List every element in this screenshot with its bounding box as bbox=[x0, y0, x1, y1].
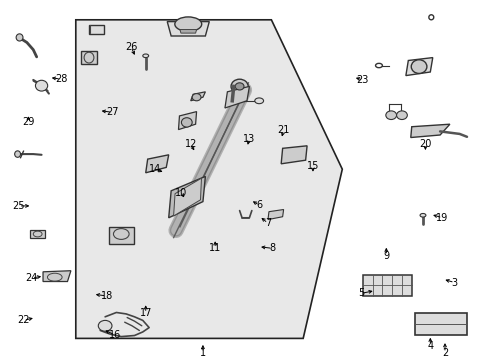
Text: 9: 9 bbox=[383, 251, 388, 261]
Bar bbox=[89, 25, 104, 34]
Polygon shape bbox=[168, 176, 205, 218]
Polygon shape bbox=[405, 58, 432, 76]
Text: 8: 8 bbox=[269, 243, 275, 253]
Text: 24: 24 bbox=[25, 273, 38, 283]
Text: 22: 22 bbox=[17, 315, 30, 325]
Ellipse shape bbox=[385, 111, 396, 120]
Polygon shape bbox=[145, 155, 168, 173]
Polygon shape bbox=[43, 271, 71, 282]
Text: 1: 1 bbox=[200, 348, 205, 358]
Ellipse shape bbox=[192, 94, 201, 101]
Ellipse shape bbox=[98, 320, 112, 331]
Text: 26: 26 bbox=[124, 42, 137, 52]
Text: 14: 14 bbox=[149, 164, 162, 174]
Text: 7: 7 bbox=[264, 218, 270, 228]
Text: 27: 27 bbox=[106, 107, 119, 117]
Text: 28: 28 bbox=[55, 74, 67, 84]
Text: 15: 15 bbox=[306, 161, 319, 171]
Polygon shape bbox=[281, 146, 306, 164]
Polygon shape bbox=[173, 178, 201, 216]
Ellipse shape bbox=[230, 79, 247, 94]
Bar bbox=[108, 227, 134, 244]
Text: 4: 4 bbox=[427, 341, 432, 351]
Polygon shape bbox=[362, 275, 411, 296]
Polygon shape bbox=[190, 92, 205, 101]
Ellipse shape bbox=[142, 54, 148, 58]
Ellipse shape bbox=[396, 111, 407, 120]
Bar bbox=[81, 51, 97, 64]
Ellipse shape bbox=[175, 17, 201, 31]
Polygon shape bbox=[410, 124, 449, 138]
Text: 6: 6 bbox=[256, 200, 262, 210]
Ellipse shape bbox=[235, 83, 244, 90]
Text: 3: 3 bbox=[451, 278, 457, 288]
Polygon shape bbox=[414, 313, 466, 335]
Text: 29: 29 bbox=[22, 117, 35, 127]
Text: 11: 11 bbox=[208, 243, 221, 253]
Text: 10: 10 bbox=[174, 188, 187, 198]
Text: 2: 2 bbox=[441, 348, 447, 358]
Polygon shape bbox=[267, 210, 283, 220]
Text: 17: 17 bbox=[139, 308, 152, 318]
Text: 23: 23 bbox=[356, 75, 368, 85]
Text: 12: 12 bbox=[184, 139, 197, 149]
Polygon shape bbox=[76, 20, 342, 338]
Ellipse shape bbox=[419, 213, 425, 217]
Text: 18: 18 bbox=[100, 291, 113, 301]
Ellipse shape bbox=[36, 80, 48, 91]
Text: 21: 21 bbox=[277, 125, 289, 135]
Polygon shape bbox=[224, 86, 249, 108]
Text: 25: 25 bbox=[12, 201, 25, 211]
Ellipse shape bbox=[181, 118, 192, 127]
Polygon shape bbox=[167, 22, 209, 36]
Ellipse shape bbox=[16, 34, 23, 41]
Polygon shape bbox=[180, 30, 196, 33]
Polygon shape bbox=[178, 112, 196, 130]
Ellipse shape bbox=[410, 60, 426, 73]
Polygon shape bbox=[30, 230, 45, 238]
Text: 19: 19 bbox=[435, 213, 448, 223]
Ellipse shape bbox=[15, 151, 20, 157]
Text: 16: 16 bbox=[108, 330, 121, 340]
Text: 20: 20 bbox=[418, 139, 431, 149]
Text: 13: 13 bbox=[243, 134, 255, 144]
Ellipse shape bbox=[254, 98, 263, 104]
Text: 5: 5 bbox=[357, 288, 363, 298]
